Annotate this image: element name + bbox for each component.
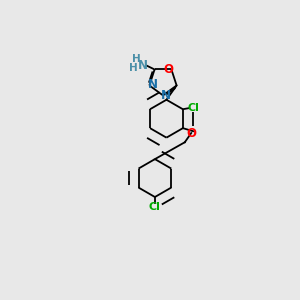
Text: H: H [132, 54, 140, 64]
Text: N: N [138, 59, 148, 72]
Text: H: H [129, 63, 138, 73]
Text: N: N [161, 89, 171, 102]
Text: Cl: Cl [149, 202, 161, 212]
Text: O: O [186, 127, 196, 140]
Text: Cl: Cl [188, 103, 200, 113]
Text: O: O [164, 63, 173, 76]
Text: N: N [148, 78, 158, 91]
